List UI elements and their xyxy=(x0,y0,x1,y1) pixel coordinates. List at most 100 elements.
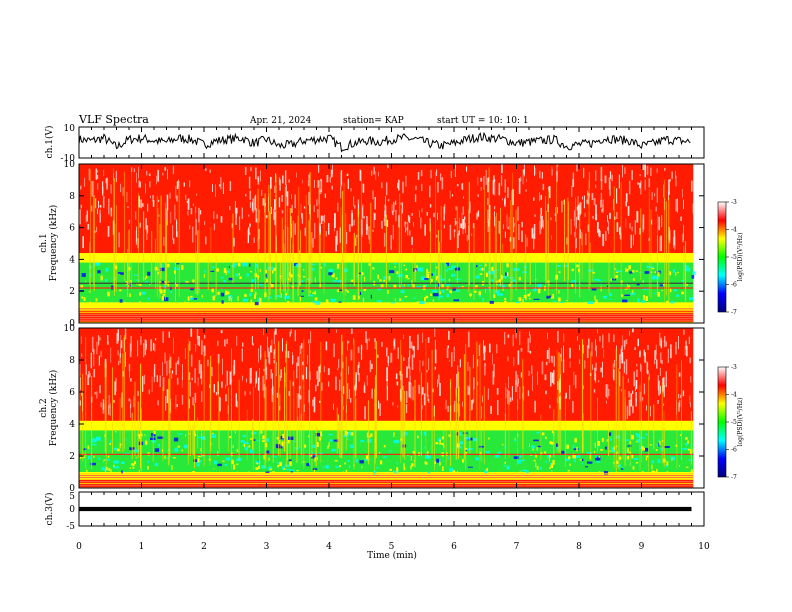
spec-yellow-fleck xyxy=(654,271,657,273)
spec-cyan-patch xyxy=(506,465,510,470)
spec-noise-streak xyxy=(192,397,194,406)
spec-noise-streak xyxy=(466,235,468,242)
spec-cyan-patch xyxy=(425,455,431,459)
spec-noise-streak xyxy=(239,216,241,231)
ch1-ytick-bottom: -10 xyxy=(61,154,76,164)
spec-yellow-fleck xyxy=(266,279,268,284)
spec-noise-streak xyxy=(586,199,588,204)
spec-cyan-patch xyxy=(389,450,392,452)
spec-noise-streak xyxy=(569,385,571,400)
spec-yellow-fleck xyxy=(536,447,538,451)
spec-noise-streak xyxy=(417,172,420,180)
spec-noise-streak xyxy=(225,394,227,402)
spec-noise-streak xyxy=(336,230,338,245)
spec-cyan-patch xyxy=(644,271,650,274)
spec-noise-streak xyxy=(578,359,581,364)
spec-yellow-fleck xyxy=(316,442,319,447)
spec-noise-streak xyxy=(301,213,304,224)
spec-noise-streak xyxy=(154,343,156,352)
spec-yellow-fleck xyxy=(635,270,638,272)
ch1-waveform-trace xyxy=(78,131,691,153)
spec-cyan-patch xyxy=(609,298,611,300)
spec-noise-streak xyxy=(139,181,141,188)
spec-cyan-patch xyxy=(688,459,692,461)
spec-cyan-patch xyxy=(159,267,165,272)
spec-cyan-patch xyxy=(479,264,483,266)
spec-noise-streak xyxy=(118,360,120,366)
spec-noise-streak xyxy=(229,371,232,385)
spec-noise-streak xyxy=(307,179,310,187)
spec-cyan-patch xyxy=(275,444,280,449)
spec-yellow-fleck xyxy=(656,468,658,473)
spec-noise-streak xyxy=(648,375,650,381)
spec-yellow-fleck xyxy=(529,443,530,447)
spec-yellow-fleck xyxy=(441,443,444,446)
spec-noise-streak xyxy=(194,392,197,403)
spec-cyan-patch xyxy=(98,438,100,440)
spec-yellow-fleck xyxy=(439,439,441,444)
spec-noise-streak xyxy=(232,365,235,376)
spec-noise-streak xyxy=(263,328,264,336)
spec-yellow-fleck xyxy=(411,463,414,467)
spec-noise-streak xyxy=(678,372,681,377)
freq-tick-label: 8 xyxy=(69,356,75,366)
spec-yellow-fleck xyxy=(223,268,227,273)
spec-yellow-fleck xyxy=(149,283,151,286)
spec-noise-streak xyxy=(188,398,190,409)
spec-noise-streak xyxy=(429,185,431,198)
spec-yellow-fleck xyxy=(244,294,247,297)
spec-cyan-patch xyxy=(383,276,388,280)
spec-noise-streak xyxy=(282,175,284,184)
spec-yellow-fleck xyxy=(412,451,416,454)
spec-noise-streak xyxy=(305,366,308,380)
spec-cyan-patch xyxy=(503,465,506,467)
spec-cyan-patch xyxy=(455,278,461,281)
spec-cyan-patch xyxy=(249,263,251,267)
spec-yellow-fleck xyxy=(234,431,236,434)
spec-cyan-patch xyxy=(531,445,535,449)
spec-cyan-patch xyxy=(475,275,480,279)
spec-yellow-fleck xyxy=(104,469,106,473)
spec-yellow-fleck xyxy=(226,291,230,295)
spec-noise-streak xyxy=(492,180,494,195)
spec-noise-streak xyxy=(196,328,199,340)
spec-yellow-fleck xyxy=(415,269,417,273)
colorbar-tick-label: -4 xyxy=(731,227,737,234)
spec-yellow-fleck xyxy=(393,432,395,436)
spec-yellow-fleck xyxy=(600,286,602,292)
spec-noise-streak xyxy=(242,375,243,381)
spec-noise-streak xyxy=(560,374,561,380)
spec-noise-streak xyxy=(643,349,645,356)
spec-cyan-patch xyxy=(285,469,290,471)
spec-yellow-fleck xyxy=(504,298,507,301)
spec-noise-streak xyxy=(497,400,499,416)
spec-noise-streak xyxy=(190,328,193,337)
spec-noise-streak xyxy=(505,195,506,203)
spec-noise-streak xyxy=(621,345,623,360)
spec-cyan-patch xyxy=(104,279,108,282)
spec-noise-streak xyxy=(219,397,221,412)
spec-cyan-patch xyxy=(505,272,509,276)
ch1-ytick-top: 10 xyxy=(64,124,76,134)
spec-noise-streak xyxy=(477,194,479,197)
spec-yellow-fleck xyxy=(625,267,627,273)
spec-yellow-fleck xyxy=(289,461,292,466)
spec-yellow-fleck xyxy=(232,445,234,449)
spec-noise-streak xyxy=(317,209,319,218)
spec-noise-streak xyxy=(461,183,464,190)
spec-noise-streak xyxy=(308,174,310,180)
spec-noise-streak xyxy=(564,396,566,400)
spec-noise-streak xyxy=(624,167,626,174)
spec-yellow-fleck xyxy=(171,465,173,470)
spec-noise-streak xyxy=(93,368,96,378)
spec-yellow-fleck xyxy=(161,296,164,301)
spec-cyan-patch xyxy=(447,268,454,270)
spec-noise-streak xyxy=(410,382,412,399)
spec-noise-streak xyxy=(529,350,532,354)
spec-noise-streak xyxy=(333,403,334,410)
spec-yellow-fleck xyxy=(327,445,329,450)
spec-noise-streak xyxy=(689,357,692,364)
spec-yellow-fleck xyxy=(393,284,397,288)
spec-noise-streak xyxy=(619,227,621,235)
